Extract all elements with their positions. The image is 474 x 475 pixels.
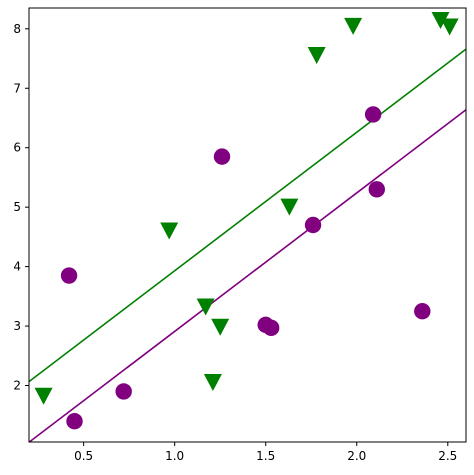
point-series-1-2 [66, 412, 83, 430]
y-tick-label: 6 [13, 141, 21, 155]
point-series-1-1 [60, 267, 78, 284]
x-tick-label: 2.0 [347, 449, 366, 463]
point-series-2-6 [280, 198, 299, 216]
point-series-1-3 [115, 383, 132, 400]
point-series-1-6 [262, 319, 280, 337]
fit-line-series-1 [29, 109, 466, 442]
point-series-2-8 [344, 17, 363, 35]
point-series-2-1 [34, 387, 53, 405]
point-series-2-7 [307, 47, 326, 65]
point-series-2-4 [203, 374, 222, 392]
x-tick-label: 1.0 [165, 449, 184, 463]
point-series-1-9 [368, 181, 385, 198]
x-tick-label: 2.5 [438, 449, 457, 463]
data-points [34, 11, 459, 430]
point-series-2-5 [211, 318, 230, 336]
x-tick-label: 1.5 [256, 449, 275, 463]
fit-line-series-2 [29, 48, 466, 383]
y-axis: 2 3 4 5 6 7 8 [13, 22, 29, 393]
y-tick-label: 5 [13, 200, 21, 214]
point-series-2-3 [196, 298, 215, 316]
x-axis: 0.5 1.0 1.5 2.0 2.5 [74, 442, 457, 463]
plot-frame [28, 7, 467, 443]
y-tick-label: 7 [13, 81, 21, 95]
y-tick-label: 4 [13, 260, 21, 274]
y-tick-label: 8 [13, 22, 21, 36]
point-series-2-2 [160, 222, 179, 240]
y-tick-label: 3 [13, 319, 21, 333]
point-series-2-9 [431, 11, 450, 29]
y-tick-label: 2 [13, 379, 21, 393]
point-series-1-8 [364, 106, 382, 123]
x-tick-label: 0.5 [74, 449, 93, 463]
fit-lines [29, 48, 466, 442]
point-series-1-10 [414, 303, 431, 320]
point-series-1-7 [304, 216, 322, 234]
point-series-2-10 [440, 18, 459, 36]
point-series-1-4 [213, 148, 231, 165]
